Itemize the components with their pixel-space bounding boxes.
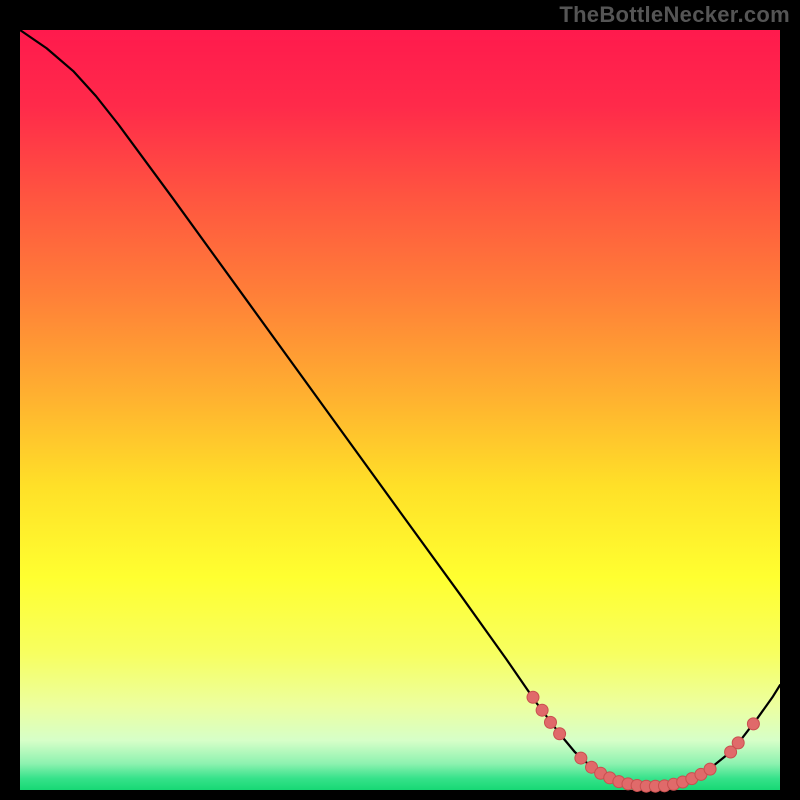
bottleneck-chart [0, 0, 800, 800]
data-marker [536, 704, 548, 716]
data-marker [732, 737, 744, 749]
chart-container: TheBottleNecker.com [0, 0, 800, 800]
data-marker [544, 716, 556, 728]
data-marker [554, 728, 566, 740]
data-marker [704, 763, 716, 775]
data-marker [747, 718, 759, 730]
data-marker [527, 691, 539, 703]
data-marker [575, 752, 587, 764]
